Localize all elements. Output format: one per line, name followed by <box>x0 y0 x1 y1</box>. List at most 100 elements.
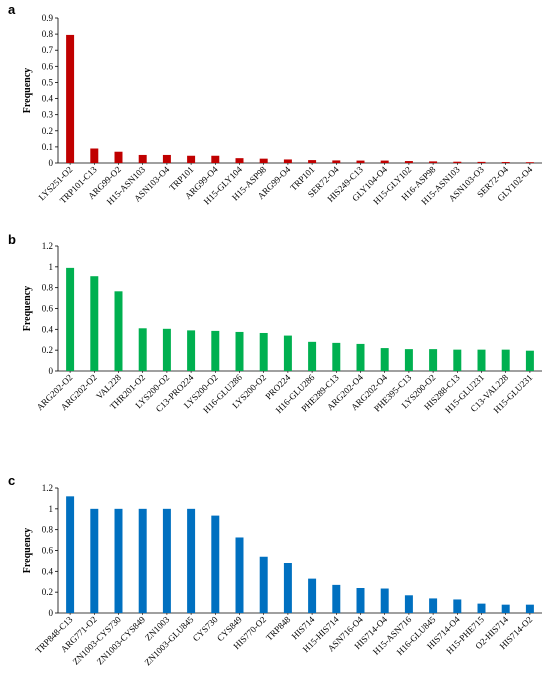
bar <box>501 349 510 371</box>
y-tick-label: 0.2 <box>42 126 53 136</box>
y-tick-label: 0.8 <box>42 283 54 293</box>
bar <box>429 349 438 371</box>
y-tick-label: 0.8 <box>42 525 54 535</box>
bar <box>501 162 510 163</box>
bar <box>429 598 438 613</box>
bar <box>187 508 196 613</box>
bar <box>525 604 534 613</box>
bar <box>356 588 365 613</box>
chart-panel-b: b Frequency 0 0.2 0.4 0.6 0.8 1 1.2 ARG202-O2ARG2… <box>8 232 542 415</box>
y-tick-label: 1 <box>49 262 54 272</box>
y-tick-label: 0.4 <box>42 566 54 576</box>
bar <box>66 34 75 163</box>
bar <box>211 155 220 163</box>
bar <box>90 148 99 163</box>
bar <box>235 537 244 613</box>
bar <box>453 599 462 613</box>
y-ticks: 0 0.2 0.4 0.6 0.8 1 1.2 <box>42 483 58 618</box>
bar <box>211 330 220 371</box>
bar <box>211 515 220 613</box>
bar <box>429 161 438 163</box>
bar <box>187 330 196 371</box>
bar <box>259 158 268 163</box>
y-tick-label: 0.6 <box>42 304 54 314</box>
bar <box>453 349 462 371</box>
bar <box>235 331 244 371</box>
y-ticks: 0 0.2 0.4 0.6 0.8 1 1.2 <box>42 241 58 376</box>
x-category-label: TRP848 <box>264 614 293 643</box>
bar <box>477 349 486 371</box>
y-tick-label: 1 <box>49 504 54 514</box>
y-tick-label: 0.4 <box>42 94 54 104</box>
panel-label: b <box>8 232 16 247</box>
bar <box>477 161 486 163</box>
panel-label: a <box>8 2 16 17</box>
bar <box>90 276 99 371</box>
y-axis-label: Frequency <box>22 528 33 573</box>
bar <box>162 328 171 371</box>
bar <box>332 160 341 163</box>
bar <box>332 342 341 371</box>
bar <box>138 508 147 613</box>
y-tick-label: 1.2 <box>42 241 53 251</box>
x-category-label: CYS730 <box>191 614 220 643</box>
bar <box>283 563 292 613</box>
y-tick-label: 1.2 <box>42 483 53 493</box>
y-tick-label: 0.9 <box>42 13 54 23</box>
bar <box>477 603 486 613</box>
bar <box>187 155 196 163</box>
y-tick-label: 0.1 <box>42 142 53 152</box>
y-tick-label: 0 <box>49 608 54 618</box>
y-tick-label: 0.2 <box>42 345 53 355</box>
bar <box>501 604 510 613</box>
bar <box>138 328 147 371</box>
bar <box>138 154 147 163</box>
bar <box>308 160 317 163</box>
bar <box>66 267 75 371</box>
bar <box>356 343 365 371</box>
bar <box>332 584 341 613</box>
y-tick-label: 0.6 <box>42 61 54 71</box>
bar <box>380 348 389 371</box>
bar <box>404 595 413 613</box>
y-tick-label: 0 <box>49 366 54 376</box>
bar <box>114 291 123 371</box>
bar <box>66 496 75 613</box>
y-tick-label: 0.8 <box>42 29 54 39</box>
y-tick-label: 0.4 <box>42 324 54 334</box>
chart-panel-a: a Frequency 0 0.1 0.2 0.3 0.4 0.5 0.6 0.7 0.8 0.9 LY… <box>8 2 542 207</box>
x-category-labels: TRP848-C13ARG771-O2ZN1003-CYS730ZN1003-C… <box>33 614 534 667</box>
y-tick-label: 0.7 <box>42 45 54 55</box>
chart-panel-c: c Frequency 0 0.2 0.4 0.6 0.8 1 1.2 TRP848-C13ARG… <box>8 473 542 667</box>
bar <box>114 151 123 163</box>
bar <box>235 158 244 163</box>
bar <box>356 160 365 163</box>
bar <box>259 332 268 371</box>
bar <box>380 160 389 163</box>
y-ticks: 0 0.1 0.2 0.3 0.4 0.5 0.6 0.7 0.8 0.9 <box>42 13 58 168</box>
x-category-labels: ARG202-O2ARG202-O2VAL228THR201-O2LYS200-… <box>35 372 535 415</box>
y-tick-label: 0 <box>49 158 54 168</box>
bar <box>162 508 171 613</box>
y-axis-label: Frequency <box>22 286 33 331</box>
y-tick-label: 0.5 <box>42 77 54 87</box>
bar <box>259 556 268 613</box>
bar <box>525 162 534 163</box>
bar <box>404 161 413 163</box>
bar <box>380 588 389 613</box>
panel-label: c <box>8 473 15 488</box>
bar <box>283 159 292 163</box>
x-category-labels: LYS251-O2TRP101-C13ARG99-O2H15-ASN103ASN… <box>37 164 535 207</box>
y-tick-label: 0.6 <box>42 546 54 556</box>
bar <box>308 341 317 371</box>
bar <box>525 350 534 371</box>
bar <box>162 154 171 163</box>
y-tick-label: 0.2 <box>42 587 53 597</box>
bar <box>404 349 413 371</box>
y-tick-label: 0.3 <box>42 110 54 120</box>
bar <box>90 508 99 613</box>
y-axis-label: Frequency <box>22 68 33 113</box>
bar <box>283 335 292 371</box>
bar <box>114 508 123 613</box>
